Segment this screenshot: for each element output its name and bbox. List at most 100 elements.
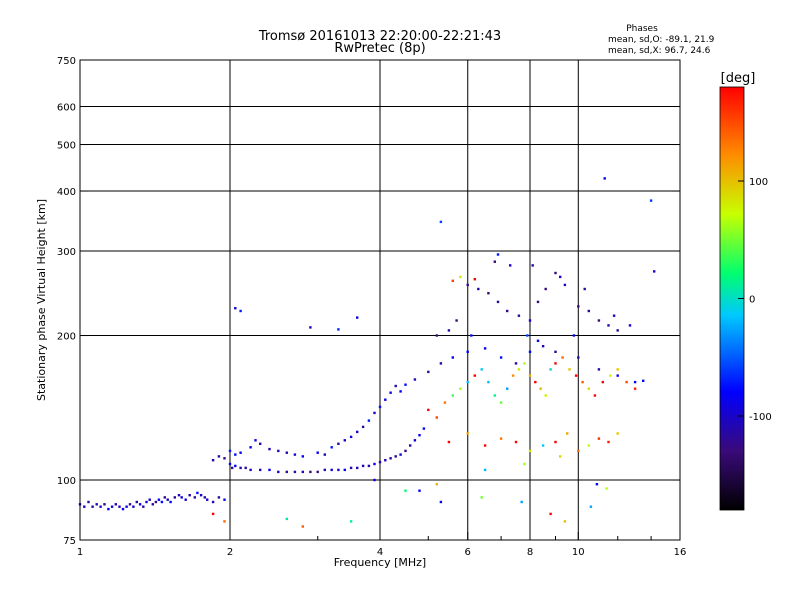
data-point [470,334,473,337]
data-point [577,449,580,453]
data-point [373,478,376,482]
data-point [483,444,487,447]
data-point [541,444,545,447]
data-point [616,368,619,371]
data-point [301,470,304,474]
data-point [349,435,353,439]
data-point [163,496,166,499]
y-tick-label: 600 [57,103,76,114]
data-point [83,505,86,508]
data-point [587,387,590,390]
data-point [577,356,580,359]
data-point [544,287,547,291]
data-point [554,440,557,444]
data-point [549,368,552,371]
data-point [239,466,242,470]
data-point [367,464,371,468]
data-point [473,374,476,377]
data-point [301,455,304,458]
x-tick-label: 8 [527,547,533,558]
data-point [118,505,121,508]
data-point [466,350,469,353]
data-point [523,362,526,365]
data-point [413,378,417,381]
data-point [607,440,610,444]
data-point [293,453,297,456]
data-point [587,444,590,447]
data-point [413,439,417,442]
data-point [526,334,529,337]
data-point [87,500,90,504]
data-point [435,483,438,486]
data-point [439,500,443,504]
data-point [160,500,164,504]
data-point [337,468,340,472]
data-point [239,451,242,454]
data-point [528,374,532,377]
data-point [487,292,490,295]
data-point [496,253,500,256]
data-point [249,446,252,449]
y-axis-ticks: 75 100 200 300 400 500 600 750 [57,56,680,547]
data-point [609,374,612,377]
colorbar-tick-label: 100 [749,177,768,188]
data-point [487,380,490,384]
data-point [211,512,215,516]
data-point [642,379,645,382]
data-point [169,500,172,504]
data-point [151,503,154,506]
data-point [528,449,532,453]
data-point [285,470,288,474]
data-point [110,505,114,508]
data-point [361,425,365,429]
data-point [597,319,601,322]
data-point [223,457,226,460]
data-point [447,440,451,444]
data-point [625,380,628,384]
data-point [234,307,237,310]
data-point [561,356,564,359]
data-point [554,271,557,275]
data-point [517,368,521,371]
data-point [193,496,196,499]
data-point [389,457,392,460]
y-tick-label: 500 [57,141,76,152]
chart-subtitle: RwPretec (8p) [334,41,425,56]
data-point [125,505,128,508]
data-point [559,455,562,458]
data-point [581,380,584,384]
x-tick-label: 10 [572,547,585,558]
data-point [337,442,340,445]
data-point [612,314,616,317]
data-point [323,453,326,456]
data-point [466,283,469,287]
data-point [373,462,376,466]
data-point [493,394,496,397]
data-point [496,300,500,304]
data-point [568,368,571,371]
data-point [95,503,98,506]
data-point [528,350,532,353]
data-point [239,309,242,313]
data-point [566,432,569,435]
colorbar-tick-label: -100 [749,412,772,423]
data-point [451,279,454,282]
data-point [541,345,545,348]
data-point [499,356,503,359]
data-point [356,466,359,470]
colorbar-tick-label: 0 [749,295,755,306]
data-point [349,520,353,523]
data-point [404,449,407,453]
data-point [528,319,532,322]
x-tick-label: 16 [674,547,687,558]
data-point [523,462,526,466]
data-point [549,512,552,516]
data-point [309,326,312,329]
data-point [399,390,402,393]
data-point [418,489,421,492]
data-point [597,437,601,440]
data-point [316,470,319,474]
data-point [506,387,509,390]
data-point [616,329,619,332]
chart-title: Tromsø 20161013 22:20:00-22:21:43 [258,29,501,44]
